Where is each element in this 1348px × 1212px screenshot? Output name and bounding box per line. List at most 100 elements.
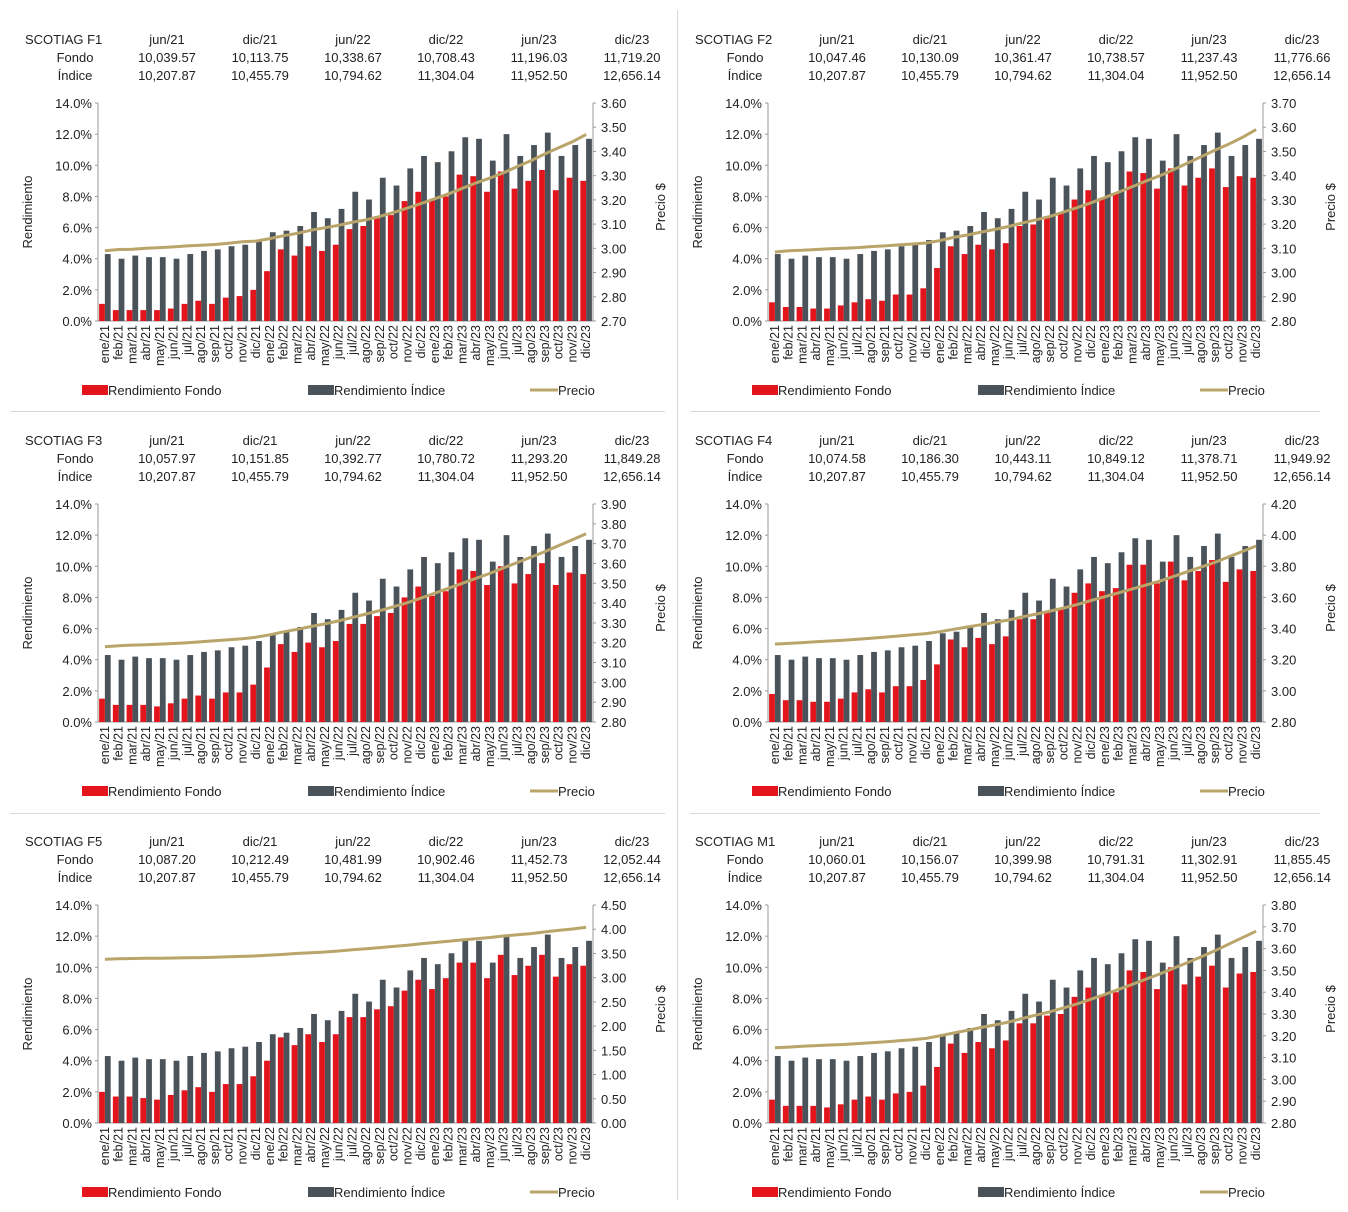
bar-fund xyxy=(442,978,449,1123)
fund-value: 11,719.20 xyxy=(604,50,661,65)
bar-index xyxy=(572,947,579,1123)
bar-fund xyxy=(920,1085,927,1123)
x-tick-label: feb/22 xyxy=(947,726,961,761)
bar-fund xyxy=(865,299,872,321)
chart-title: SCOTIAG F2 xyxy=(695,32,772,47)
x-tick-label: mar/22 xyxy=(290,1127,304,1166)
y-tick-label: 6.0% xyxy=(732,221,762,236)
bar-fund xyxy=(1016,1023,1023,1123)
bar-fund xyxy=(181,1090,188,1123)
fund-value: 10,156.07 xyxy=(901,852,959,867)
bar-fund xyxy=(415,586,422,722)
chart-title: SCOTIAG F3 xyxy=(25,433,102,448)
bar-fund xyxy=(824,701,830,722)
bar-fund xyxy=(796,306,803,321)
bar-index xyxy=(586,940,592,1123)
bar-fund xyxy=(539,169,545,321)
y-tick-label: 0.0% xyxy=(732,314,762,329)
bar-index xyxy=(1118,953,1125,1123)
y2-tick-label: 3.70 xyxy=(1271,920,1296,935)
bar-fund xyxy=(1222,581,1229,722)
x-tick-label: jul/23 xyxy=(510,325,524,356)
row-label-index: Índice xyxy=(58,469,93,484)
column-header: jun/21 xyxy=(148,834,184,849)
legend-swatch-index xyxy=(978,385,1004,395)
bar-index xyxy=(544,533,551,722)
bar-fund xyxy=(1126,564,1133,722)
bar-fund xyxy=(1057,213,1064,321)
legend-label-price: Precio xyxy=(558,784,595,799)
x-tick-label: nov/21 xyxy=(905,325,919,363)
x-tick-label: jul/21 xyxy=(180,1127,194,1158)
x-tick-label: feb/21 xyxy=(112,726,126,761)
x-tick-label: jun/23 xyxy=(1167,325,1181,360)
y-tick-label: 0.0% xyxy=(62,715,92,730)
bar-index xyxy=(104,655,111,722)
bar-index xyxy=(228,647,235,722)
bar-fund xyxy=(360,226,367,321)
x-tick-label: abr/21 xyxy=(139,325,153,360)
bar-index xyxy=(462,538,469,722)
x-tick-label: jul/23 xyxy=(1180,726,1194,757)
bar-fund xyxy=(1236,569,1243,722)
bar-index xyxy=(228,1048,235,1123)
y2-tick-label: 3.80 xyxy=(601,517,626,532)
bar-fund xyxy=(1236,176,1243,321)
x-tick-label: ago/23 xyxy=(1194,726,1208,764)
bar-index xyxy=(462,137,469,321)
bar-index xyxy=(1118,151,1125,321)
x-tick-label: oct/21 xyxy=(892,1127,906,1161)
bar-fund xyxy=(277,644,284,722)
index-value: 10,455.79 xyxy=(901,469,959,484)
bar-index xyxy=(1049,578,1056,722)
chart-panel-m1: SCOTIAG M1 Fondo Índice jun/21 10,060.01 10,2… xyxy=(680,812,1348,1212)
bar-index xyxy=(544,132,551,321)
bar-index xyxy=(531,546,537,722)
y2-tick-label: 3.70 xyxy=(1271,96,1296,111)
bar-fund xyxy=(906,686,913,722)
x-tick-label: ago/22 xyxy=(1029,726,1043,764)
bar-fund xyxy=(1154,989,1160,1123)
bar-index xyxy=(1159,160,1166,321)
bar-fund xyxy=(539,954,545,1123)
x-tick-label: dic/22 xyxy=(1084,1127,1098,1160)
y2-tick-label: 4.00 xyxy=(601,922,626,937)
y2-tick-label: 3.10 xyxy=(1271,241,1296,256)
fund-value: 11,237.43 xyxy=(1181,50,1238,65)
column-header: jun/23 xyxy=(1190,834,1226,849)
x-tick-label: dic/21 xyxy=(919,1127,933,1160)
row-label-fund: Fondo xyxy=(57,852,94,867)
x-tick-label: ago/21 xyxy=(194,325,208,363)
bar-index xyxy=(146,658,152,722)
legend-label-fund: Rendimiento Fondo xyxy=(778,383,891,398)
y-tick-label: 10.0% xyxy=(725,158,762,173)
y-tick-label: 0.0% xyxy=(732,1116,762,1131)
x-tick-label: sep/22 xyxy=(1043,325,1057,363)
fund-value: 10,130.09 xyxy=(901,50,959,65)
legend-swatch-index xyxy=(978,786,1004,796)
fund-value: 11,452.73 xyxy=(511,852,568,867)
x-tick-label: ago/22 xyxy=(359,1127,373,1165)
y2-axis-title: Precio $ xyxy=(653,984,668,1032)
bar-index xyxy=(324,218,331,321)
bar-index xyxy=(1228,556,1235,722)
x-tick-label: abr/23 xyxy=(469,325,483,360)
bar-index xyxy=(843,659,850,722)
bar-fund xyxy=(112,310,119,321)
bar-index xyxy=(788,659,795,722)
x-tick-label: dic/21 xyxy=(919,325,933,358)
column-header: jun/22 xyxy=(334,433,370,448)
x-tick-label: dic/23 xyxy=(579,325,593,358)
bar-fund xyxy=(181,698,188,722)
row-label-index: Índice xyxy=(728,870,763,885)
bar-index xyxy=(214,1051,221,1123)
legend-label-index: Rendimiento Índice xyxy=(334,383,445,398)
x-tick-label: abr/22 xyxy=(304,325,318,360)
bar-index xyxy=(967,226,974,321)
price-line xyxy=(774,544,1257,646)
bar-index xyxy=(1159,561,1166,722)
x-tick-label: mar/23 xyxy=(1125,325,1139,364)
column-header: dic/22 xyxy=(429,834,464,849)
bar-fund xyxy=(1140,971,1147,1123)
bar-index xyxy=(843,258,850,321)
